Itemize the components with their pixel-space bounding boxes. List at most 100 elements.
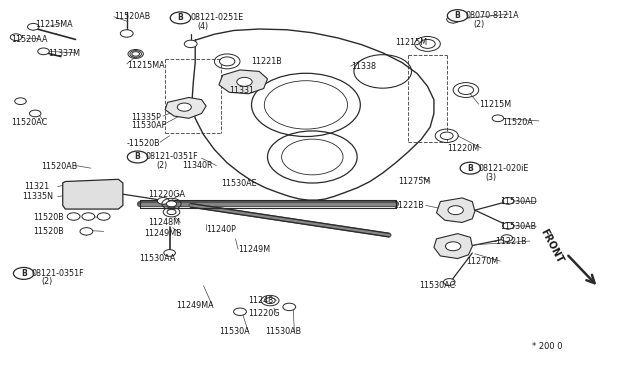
Text: 11338: 11338: [351, 62, 376, 71]
Text: * 200 0: * 200 0: [532, 342, 563, 351]
Text: 11530AF: 11530AF: [131, 121, 166, 130]
Circle shape: [448, 206, 463, 215]
Text: B: B: [21, 269, 26, 278]
Text: 11215M: 11215M: [479, 100, 511, 109]
Circle shape: [120, 30, 133, 37]
Text: FRONT: FRONT: [538, 227, 565, 265]
Circle shape: [10, 34, 22, 41]
Circle shape: [80, 228, 93, 235]
Circle shape: [458, 86, 474, 94]
Circle shape: [38, 48, 49, 55]
Text: 11335P: 11335P: [131, 113, 161, 122]
Text: 11215MA: 11215MA: [127, 61, 164, 70]
Text: 11520A: 11520A: [502, 118, 533, 126]
Polygon shape: [436, 198, 475, 222]
Text: (2): (2): [42, 278, 53, 286]
Text: 11220M: 11220M: [447, 144, 479, 153]
Text: 08070-8121A: 08070-8121A: [466, 11, 520, 20]
Text: 11530A: 11530A: [219, 327, 250, 336]
Text: (2): (2): [474, 20, 485, 29]
Circle shape: [28, 23, 39, 30]
Text: 08121-0351F: 08121-0351F: [32, 269, 84, 278]
Circle shape: [157, 198, 169, 204]
Text: 11530AB: 11530AB: [266, 327, 301, 336]
Circle shape: [501, 235, 513, 241]
Text: 11335N: 11335N: [22, 192, 53, 201]
Text: 11530AD: 11530AD: [500, 197, 537, 206]
Text: 11337M: 11337M: [48, 49, 80, 58]
Text: 11215M: 11215M: [396, 38, 428, 47]
Text: 11530AA: 11530AA: [140, 254, 176, 263]
Text: 11530AC: 11530AC: [419, 281, 455, 290]
Text: 11520AC: 11520AC: [12, 118, 48, 126]
Circle shape: [29, 110, 41, 117]
Text: 11520B: 11520B: [33, 227, 64, 236]
Circle shape: [460, 162, 481, 174]
Circle shape: [444, 279, 455, 285]
Circle shape: [130, 51, 141, 57]
Circle shape: [177, 103, 191, 111]
Text: 11331: 11331: [229, 86, 254, 94]
Text: 11520B: 11520B: [33, 213, 64, 222]
Text: (3): (3): [485, 173, 496, 182]
Circle shape: [447, 10, 468, 22]
Text: 11248: 11248: [248, 296, 273, 305]
Text: 11221B: 11221B: [251, 57, 282, 66]
Text: 11520AB: 11520AB: [114, 12, 150, 21]
Text: 11221B: 11221B: [394, 201, 424, 210]
Circle shape: [220, 57, 235, 66]
Text: 11240P: 11240P: [206, 225, 236, 234]
Text: 11340R: 11340R: [182, 161, 213, 170]
Text: 08121-0351F: 08121-0351F: [146, 153, 198, 161]
Circle shape: [265, 298, 275, 304]
Circle shape: [502, 222, 514, 229]
Text: (4): (4): [197, 22, 208, 31]
Text: 08121-0251E: 08121-0251E: [191, 13, 244, 22]
Text: 11520AB: 11520AB: [42, 162, 78, 171]
Circle shape: [283, 303, 296, 311]
Text: B: B: [455, 11, 460, 20]
Text: 11249MB: 11249MB: [144, 229, 182, 238]
Text: 11215MA: 11215MA: [35, 20, 73, 29]
Text: B: B: [178, 13, 183, 22]
Circle shape: [170, 12, 191, 24]
Text: 11248M: 11248M: [148, 218, 180, 227]
Polygon shape: [63, 179, 123, 209]
Circle shape: [184, 40, 197, 48]
Polygon shape: [165, 97, 206, 118]
Circle shape: [445, 242, 461, 251]
Text: 11220G: 11220G: [248, 309, 280, 318]
Text: 08121-020iE: 08121-020iE: [479, 164, 529, 173]
Text: 11530AE: 11530AE: [221, 179, 257, 187]
Text: 11270M: 11270M: [466, 257, 498, 266]
Circle shape: [237, 77, 252, 86]
Circle shape: [234, 308, 246, 315]
Circle shape: [420, 39, 435, 48]
Text: 11530AB: 11530AB: [500, 222, 536, 231]
Text: -11520B: -11520B: [127, 139, 161, 148]
Text: 11275M: 11275M: [398, 177, 430, 186]
Circle shape: [97, 213, 110, 220]
Text: B: B: [468, 164, 473, 173]
Circle shape: [502, 198, 514, 204]
Circle shape: [67, 213, 80, 220]
Circle shape: [166, 201, 177, 207]
Text: 11520AA: 11520AA: [12, 35, 48, 44]
Text: (2): (2): [157, 161, 168, 170]
Text: 11220GA: 11220GA: [148, 190, 186, 199]
Text: 11321: 11321: [24, 182, 49, 191]
Circle shape: [164, 250, 175, 256]
Polygon shape: [434, 234, 472, 259]
Circle shape: [82, 213, 95, 220]
Circle shape: [15, 98, 26, 105]
Text: 11249M: 11249M: [238, 246, 270, 254]
Circle shape: [167, 209, 176, 215]
Text: B: B: [135, 153, 140, 161]
Circle shape: [132, 52, 140, 56]
Circle shape: [447, 16, 460, 23]
Circle shape: [492, 115, 504, 122]
Polygon shape: [219, 70, 268, 94]
Circle shape: [127, 151, 148, 163]
Circle shape: [440, 132, 453, 140]
Text: 11249MA: 11249MA: [176, 301, 214, 310]
